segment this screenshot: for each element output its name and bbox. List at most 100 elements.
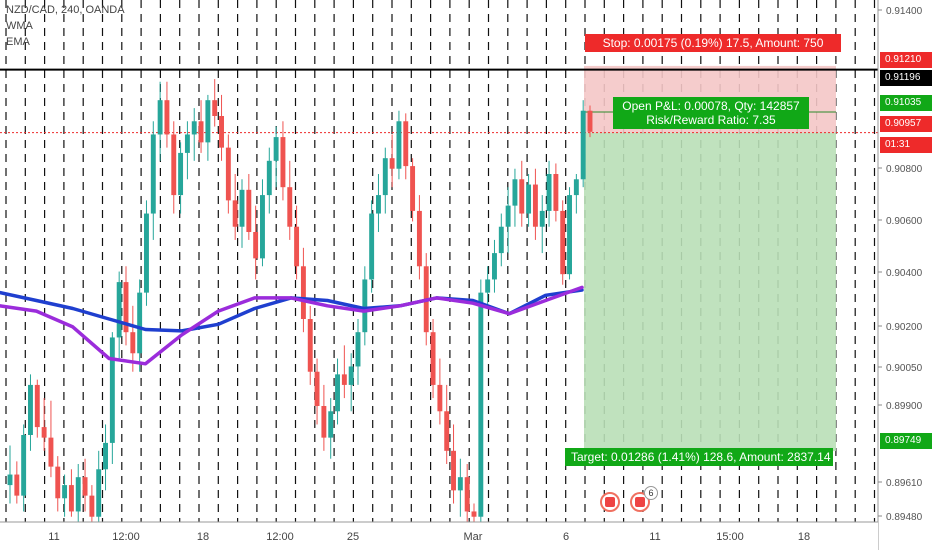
- candle-body: [68, 485, 74, 512]
- line-price-label: 0.91196: [880, 70, 932, 86]
- candle-body: [82, 477, 88, 496]
- target-label[interactable]: Target: 0.01286 (1.41%) 128.6, Amount: 2…: [565, 448, 833, 466]
- risk-reward-text: Risk/Reward Ratio: 7.35: [646, 113, 776, 127]
- candle-body: [62, 485, 68, 499]
- candle-body: [362, 279, 368, 333]
- candle-body: [560, 210, 566, 275]
- candle-body: [246, 189, 252, 232]
- candle-body: [444, 411, 450, 451]
- open-pl-label[interactable]: Open P&L: 0.00078, Qty: 142857 Risk/Rewa…: [613, 97, 809, 129]
- candle-body: [526, 184, 532, 214]
- price-tick-label: 0.90400: [886, 268, 923, 279]
- candle-body: [239, 189, 245, 227]
- candle-body: [369, 213, 375, 280]
- event-count-badge: 6: [644, 486, 658, 500]
- candle-body: [464, 477, 470, 512]
- candle-body: [273, 137, 279, 161]
- candle-body: [300, 266, 306, 319]
- price-tick-label: 0.89480: [886, 512, 923, 523]
- candle-body: [198, 121, 204, 143]
- candle-body: [55, 466, 61, 499]
- price-tick-label: 0.90600: [886, 216, 923, 227]
- candle-body: [580, 110, 586, 180]
- wma-label[interactable]: WMA: [6, 20, 33, 32]
- candle-body: [396, 121, 402, 169]
- candle-body: [96, 469, 102, 517]
- price-tick-label: 0.90050: [886, 363, 923, 374]
- price-axis[interactable]: 0.91400 0.90800 0.90600 0.90400 0.90200 0.900…: [877, 0, 932, 550]
- candle-body: [130, 332, 136, 354]
- candle-body: [287, 187, 293, 227]
- price-axis-bg: [878, 0, 932, 550]
- candle-body: [389, 158, 395, 169]
- target-zone: [584, 132, 836, 452]
- candle-body: [382, 158, 388, 196]
- time-axis[interactable]: 11 12:00 18 12:00 25 Mar 6 11 15:00 18: [0, 521, 878, 550]
- candle-body: [48, 437, 54, 467]
- time-tick-label: Mar: [464, 531, 483, 543]
- candle-body: [505, 205, 511, 227]
- candle-body: [416, 210, 422, 267]
- candle-body: [144, 213, 149, 293]
- candle-body: [307, 319, 313, 372]
- candle-body: [498, 226, 504, 254]
- candle-body: [14, 474, 20, 496]
- current-price-label: 0.91035: [880, 95, 932, 111]
- candle-body: [212, 100, 218, 116]
- price-tick-label: 0.89610: [886, 478, 923, 489]
- candle-body: [341, 374, 347, 385]
- candle-body: [437, 384, 443, 412]
- candle-body: [567, 195, 572, 275]
- price-lines: [0, 68, 878, 134]
- candle-body: [376, 195, 381, 214]
- candle-body: [123, 282, 129, 333]
- candle-body: [253, 232, 259, 259]
- candle-body: [184, 134, 190, 153]
- candle-body: [532, 184, 538, 227]
- candle-body: [34, 384, 40, 428]
- ema-label[interactable]: EMA: [6, 36, 30, 48]
- candle-body: [191, 121, 197, 135]
- candle-body: [314, 371, 320, 406]
- time-tick-label: 25: [347, 531, 359, 543]
- candle-body: [492, 253, 497, 280]
- candle-body: [451, 450, 456, 491]
- candle-body: [321, 406, 327, 438]
- candle-body: [266, 160, 272, 196]
- entry-price-label: 0.90957: [880, 116, 932, 132]
- candle-body: [205, 100, 211, 143]
- candle-body: [294, 226, 300, 267]
- time-tick-label: 18: [798, 531, 810, 543]
- price-tick-label: 0.90200: [886, 322, 923, 333]
- candle-body: [232, 200, 238, 227]
- candle-body: [410, 166, 416, 211]
- price-tick-label: 0.89900: [886, 401, 923, 412]
- candle-body: [478, 292, 484, 517]
- candle-body: [328, 411, 334, 438]
- symbol-label[interactable]: NZD/CAD, 240, OANDA: [6, 4, 125, 16]
- canada-flag-icon[interactable]: [600, 492, 620, 512]
- candle-body: [116, 282, 122, 338]
- candle-body: [519, 179, 525, 214]
- candle-body: [348, 366, 354, 385]
- candle-body: [109, 337, 115, 443]
- target-price-label: 0.89749: [880, 433, 932, 449]
- candle-body: [546, 174, 552, 211]
- candle-body: [335, 374, 340, 412]
- ma-line-ema: [0, 285, 584, 366]
- candle-body: [171, 134, 177, 196]
- stop-loss-label[interactable]: Stop: 0.00175 (0.19%) 17.5, Amount: 750: [585, 34, 841, 52]
- candle-body: [430, 332, 436, 385]
- time-tick-label: 11: [48, 531, 59, 543]
- chart-legend: NZD/CAD, 240, OANDA WMA EMA: [6, 2, 125, 50]
- candle-body: [89, 495, 95, 517]
- candle-body: [219, 116, 224, 148]
- candle-body: [280, 137, 286, 188]
- time-tick-label: 18: [197, 531, 209, 543]
- time-tick-label: 15:00: [716, 531, 744, 543]
- open-pl-text: Open P&L: 0.00078, Qty: 142857: [622, 99, 800, 113]
- price-tick-label: 0.91400: [886, 6, 923, 17]
- time-tick-label: 12:00: [112, 531, 140, 543]
